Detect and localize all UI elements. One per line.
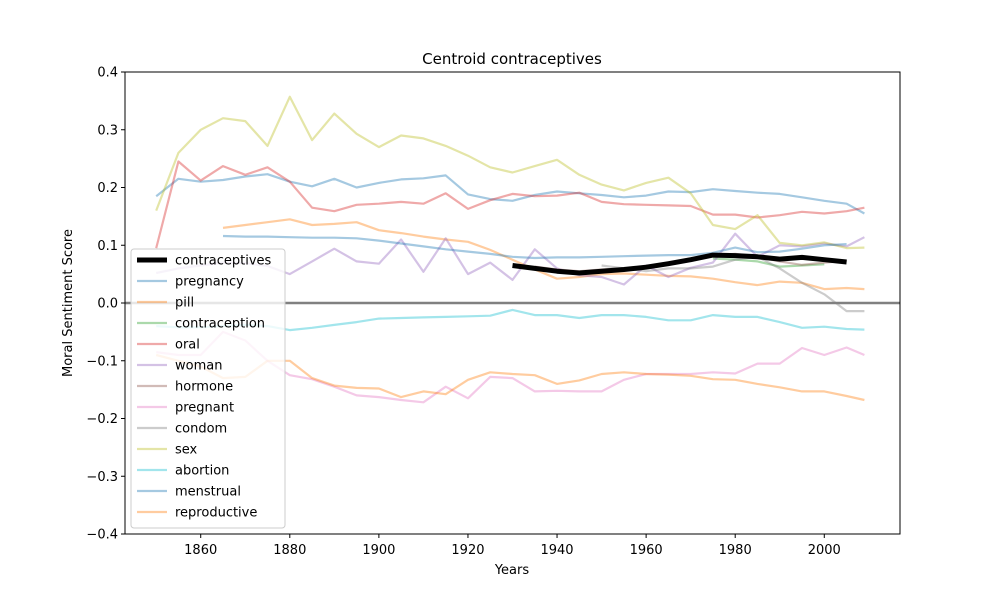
series-line-menstrual [222, 234, 847, 260]
series-line-contraceptives [512, 252, 847, 276]
legend-label-hormone: hormone [175, 380, 233, 395]
series-line-pill [222, 218, 865, 291]
x-axis-ticks: 1860 1880 1900 1920 1940 1960 1980 2000 [184, 534, 841, 558]
y-tick-label: −0.4 [86, 528, 118, 543]
series-line-pregnancy [155, 173, 865, 215]
x-tick-label: 1920 [451, 543, 484, 558]
series-line-sex [155, 95, 865, 250]
legend: contraceptives pregnancy pill contraception… [130, 248, 286, 529]
legend-label-contraceptives: contraceptives [175, 254, 272, 269]
legend-label-sex: sex [175, 443, 198, 458]
legend-label-pill: pill [175, 296, 194, 311]
x-tick-label: 1960 [630, 543, 663, 558]
x-tick-label: 1860 [184, 543, 217, 558]
legend-label-pregnant: pregnant [175, 401, 234, 416]
x-tick-label: 1900 [362, 543, 395, 558]
legend-label-condom: condom [175, 422, 227, 437]
legend-label-abortion: abortion [175, 464, 229, 479]
y-tick-label: 0.1 [97, 239, 118, 254]
y-axis-label: Moral Sentiment Score [61, 229, 76, 377]
series-line-condom [601, 255, 865, 313]
legend-label-woman: woman [175, 359, 222, 374]
y-tick-label: 0.0 [97, 297, 118, 312]
y-tick-label: 0.4 [97, 66, 118, 81]
y-tick-label: 0.2 [97, 181, 118, 196]
series-line-oral [155, 160, 865, 249]
y-tick-label: 0.3 [97, 123, 118, 138]
chart-title: Centroid contraceptives [422, 50, 602, 68]
series-lines [155, 95, 865, 404]
legend-label-menstrual: menstrual [175, 485, 241, 500]
legend-label-pregnancy: pregnancy [175, 275, 244, 290]
x-tick-label: 1880 [273, 543, 306, 558]
legend-label-contraception: contraception [175, 317, 265, 332]
y-tick-label: −0.1 [86, 354, 118, 369]
x-axis-label: Years [494, 563, 530, 578]
x-tick-label: 2000 [808, 543, 841, 558]
y-axis-ticks: −0.4 −0.3 −0.2 −0.1 0.0 0.1 0.2 0.3 0.4 [86, 66, 125, 543]
series-line-contraception [712, 257, 825, 268]
legend-label-oral: oral [175, 338, 200, 353]
legend-box [130, 248, 286, 529]
y-tick-label: −0.3 [86, 470, 118, 485]
x-tick-label: 1940 [540, 543, 573, 558]
legend-label-reproductive: reproductive [175, 506, 257, 521]
y-tick-label: −0.2 [86, 412, 118, 427]
plot-frame [124, 71, 901, 535]
x-tick-label: 1980 [719, 543, 752, 558]
